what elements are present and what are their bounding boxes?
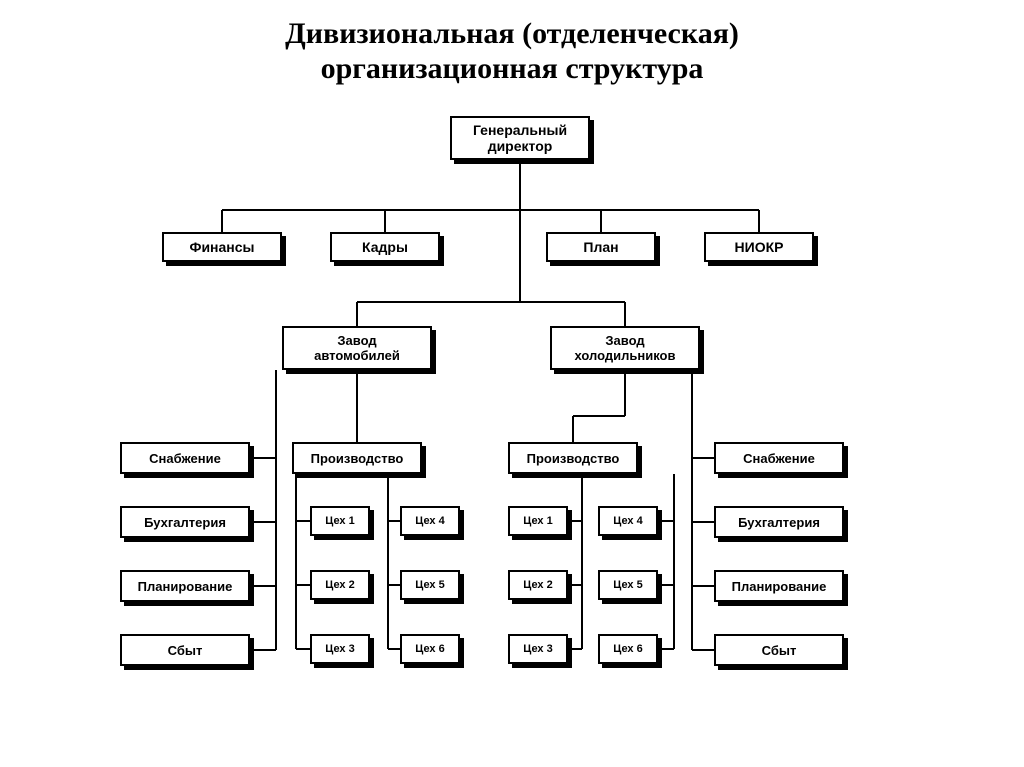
node-b_plan: Планирование: [714, 570, 844, 602]
node-a_c1-label: Цех 1: [325, 515, 354, 527]
node-a_c4-label: Цех 4: [415, 515, 444, 527]
node-b_c4: Цех 4: [598, 506, 658, 536]
node-a_plan-label: Планирование: [138, 579, 233, 594]
page-title: Дивизиональная (отделенческая) организац…: [0, 0, 1024, 87]
title-line-1: Дивизиональная (отделенческая): [285, 17, 739, 50]
node-fact_b-label: Завод холодильников: [575, 333, 676, 363]
node-b_supply-label: Снабжение: [743, 451, 815, 466]
node-b_sales: Сбыт: [714, 634, 844, 666]
node-a_c2: Цех 2: [310, 570, 370, 600]
node-a_sales-label: Сбыт: [168, 643, 203, 658]
node-b_c6: Цех 6: [598, 634, 658, 664]
node-b_c3-label: Цех 3: [523, 643, 552, 655]
node-a_c6-label: Цех 6: [415, 643, 444, 655]
node-a_plan: Планирование: [120, 570, 250, 602]
node-a_acct-label: Бухгалтерия: [144, 515, 226, 530]
node-b_c2: Цех 2: [508, 570, 568, 600]
node-rnd: НИОКР: [704, 232, 814, 262]
node-a_supply: Снабжение: [120, 442, 250, 474]
node-b_c5-label: Цех 5: [613, 579, 642, 591]
node-hr: Кадры: [330, 232, 440, 262]
node-b_c6-label: Цех 6: [613, 643, 642, 655]
node-a_prod: Производство: [292, 442, 422, 474]
node-fin: Финансы: [162, 232, 282, 262]
node-b_supply: Снабжение: [714, 442, 844, 474]
node-b_c4-label: Цех 4: [613, 515, 642, 527]
node-hr-label: Кадры: [362, 239, 408, 255]
node-a_c5-label: Цех 5: [415, 579, 444, 591]
node-fin-label: Финансы: [190, 239, 255, 255]
node-a_c6: Цех 6: [400, 634, 460, 664]
node-a_sales: Сбыт: [120, 634, 250, 666]
node-b_c2-label: Цех 2: [523, 579, 552, 591]
node-b_acct: Бухгалтерия: [714, 506, 844, 538]
node-b_c3: Цех 3: [508, 634, 568, 664]
node-fact_b: Завод холодильников: [550, 326, 700, 370]
node-plan: План: [546, 232, 656, 262]
node-b_plan-label: Планирование: [732, 579, 827, 594]
node-a_c3: Цех 3: [310, 634, 370, 664]
node-plan-label: План: [583, 239, 618, 255]
node-a_c2-label: Цех 2: [325, 579, 354, 591]
node-b_sales-label: Сбыт: [762, 643, 797, 658]
node-a_prod-label: Производство: [311, 451, 404, 466]
node-b_c5: Цех 5: [598, 570, 658, 600]
node-a_supply-label: Снабжение: [149, 451, 221, 466]
node-b_c1-label: Цех 1: [523, 515, 552, 527]
node-b_acct-label: Бухгалтерия: [738, 515, 820, 530]
node-b_prod-label: Производство: [527, 451, 620, 466]
org-chart: Генеральный директор Финансы Кадры План НИОК…: [120, 106, 920, 742]
title-line-2: организационная структура: [321, 52, 704, 85]
node-a_c3-label: Цех 3: [325, 643, 354, 655]
node-a_acct: Бухгалтерия: [120, 506, 250, 538]
node-fact_a-label: Завод автомобилей: [314, 333, 400, 363]
node-rnd-label: НИОКР: [735, 239, 784, 255]
node-fact_a: Завод автомобилей: [282, 326, 432, 370]
node-a_c5: Цех 5: [400, 570, 460, 600]
node-a_c4: Цех 4: [400, 506, 460, 536]
node-ceo-label: Генеральный директор: [473, 122, 567, 154]
node-b_prod: Производство: [508, 442, 638, 474]
node-a_c1: Цех 1: [310, 506, 370, 536]
node-b_c1: Цех 1: [508, 506, 568, 536]
node-ceo: Генеральный директор: [450, 116, 590, 160]
